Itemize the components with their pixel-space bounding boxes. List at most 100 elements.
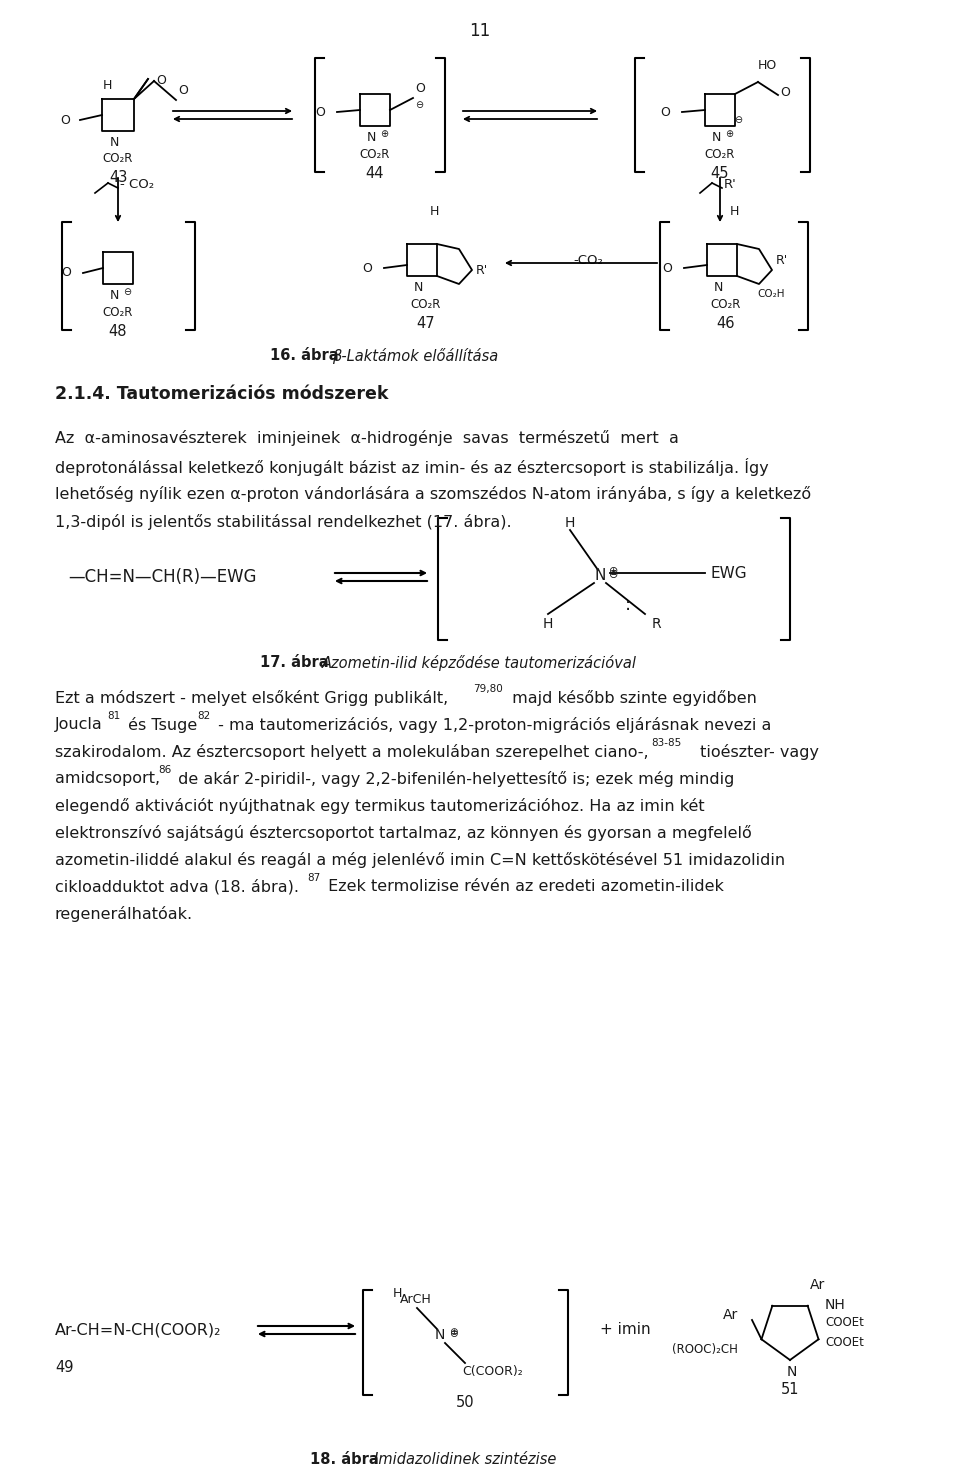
Text: 11: 11 xyxy=(469,22,491,40)
Text: regenerálhatóak.: regenerálhatóak. xyxy=(55,907,193,922)
Text: majd később szinte egyidőben: majd később szinte egyidőben xyxy=(507,690,756,706)
Text: 51: 51 xyxy=(780,1382,800,1396)
Text: HO: HO xyxy=(758,59,778,73)
Text: ⊕: ⊕ xyxy=(380,129,388,139)
Text: 43: 43 xyxy=(108,171,127,186)
Text: - CO₂: - CO₂ xyxy=(120,178,155,191)
Text: (ROOC)₂CH: (ROOC)₂CH xyxy=(672,1343,738,1356)
Text: COOEt: COOEt xyxy=(825,1336,864,1349)
Text: Azometin-ilid képződése tautomerizációval: Azometin-ilid képződése tautomerizációva… xyxy=(322,654,637,671)
Text: R: R xyxy=(652,617,661,631)
Text: O: O xyxy=(60,113,70,126)
Text: Ar: Ar xyxy=(810,1278,826,1293)
Text: O: O xyxy=(362,261,372,275)
Text: cikloadduktot adva (18. ábra).: cikloadduktot adva (18. ábra). xyxy=(55,879,299,895)
Text: H: H xyxy=(564,516,575,530)
Text: Imidazolidinek szintézise: Imidazolidinek szintézise xyxy=(374,1451,557,1468)
Text: CO₂R: CO₂R xyxy=(103,306,133,319)
Text: O: O xyxy=(415,82,425,95)
Text: O: O xyxy=(178,83,188,96)
Text: ⊖: ⊖ xyxy=(415,99,423,110)
Text: N: N xyxy=(109,289,119,303)
Text: 48: 48 xyxy=(108,324,128,338)
Text: β-Laktámok előállítása: β-Laktámok előállítása xyxy=(332,349,498,364)
Text: 86: 86 xyxy=(158,764,171,775)
Text: -CO₂: -CO₂ xyxy=(573,254,603,267)
Text: H: H xyxy=(542,617,553,631)
Text: ⊖: ⊖ xyxy=(734,114,742,125)
Text: 44: 44 xyxy=(366,166,384,181)
Text: CO₂R: CO₂R xyxy=(705,148,735,160)
Text: NH: NH xyxy=(825,1298,846,1312)
Text: CO₂R: CO₂R xyxy=(360,148,390,160)
Text: 82: 82 xyxy=(197,711,210,721)
Text: N: N xyxy=(435,1328,445,1342)
Text: 18. ábra: 18. ábra xyxy=(310,1451,379,1468)
Text: O: O xyxy=(61,267,71,279)
Text: ArCH: ArCH xyxy=(400,1293,432,1306)
Text: R': R' xyxy=(476,264,489,276)
Text: ⊖: ⊖ xyxy=(123,286,132,297)
Text: H: H xyxy=(103,79,111,92)
Text: + imin: + imin xyxy=(600,1322,651,1337)
Text: CO₂R: CO₂R xyxy=(103,151,133,165)
Text: amidcsoport,: amidcsoport, xyxy=(55,772,160,787)
Text: C(COOR)₂: C(COOR)₂ xyxy=(462,1365,523,1379)
Text: ⊖: ⊖ xyxy=(609,570,618,580)
Text: 47: 47 xyxy=(417,316,435,331)
Text: Ar-CH=N-CH(COOR)₂: Ar-CH=N-CH(COOR)₂ xyxy=(55,1322,222,1337)
Text: 81: 81 xyxy=(107,711,120,721)
Text: N: N xyxy=(414,280,422,294)
Text: —CH=N—CH(R)—EWG: —CH=N—CH(R)—EWG xyxy=(68,568,256,586)
Text: azometin-iliddé alakul és reagál a még jelenlévő imin C=N kettőskötésével 51 imi: azometin-iliddé alakul és reagál a még j… xyxy=(55,852,785,868)
Text: ⊕: ⊕ xyxy=(609,565,618,576)
Text: O: O xyxy=(660,105,670,119)
Text: 49: 49 xyxy=(56,1359,74,1376)
Text: 79,80: 79,80 xyxy=(473,684,503,695)
Text: 83-85: 83-85 xyxy=(651,738,682,748)
Text: CO₂R: CO₂R xyxy=(411,298,442,312)
Text: tioészter- vagy: tioészter- vagy xyxy=(695,743,819,760)
Text: ⊕: ⊕ xyxy=(725,129,733,139)
Text: N: N xyxy=(367,131,375,144)
Text: O: O xyxy=(780,86,790,98)
Text: Ezek termolizise révén az eredeti azometin-ilidek: Ezek termolizise révén az eredeti azomet… xyxy=(323,879,724,893)
Text: N: N xyxy=(713,280,723,294)
Text: O: O xyxy=(156,74,166,88)
Text: CO₂R: CO₂R xyxy=(710,298,741,312)
Text: N: N xyxy=(109,137,119,148)
Text: 17. ábra: 17. ábra xyxy=(260,654,328,669)
Text: Joucla: Joucla xyxy=(55,717,103,732)
Text: EWG: EWG xyxy=(710,565,747,580)
Text: 1,3-dipól is jelentős stabilitással rendelkezhet (17. ábra).: 1,3-dipól is jelentős stabilitással rend… xyxy=(55,513,512,530)
Text: 87: 87 xyxy=(307,873,321,883)
Text: elegendő aktivációt nyújthatnak egy termikus tautomerizációhoz. Ha az imin két: elegendő aktivációt nyújthatnak egy term… xyxy=(55,798,705,815)
Text: :: : xyxy=(625,597,631,614)
Text: - ma tautomerizációs, vagy 1,2-proton-migrációs eljárásnak nevezi a: - ma tautomerizációs, vagy 1,2-proton-mi… xyxy=(213,717,772,733)
Text: N: N xyxy=(787,1365,797,1379)
Text: R': R' xyxy=(776,254,788,267)
Text: Ar: Ar xyxy=(723,1307,738,1322)
Text: O: O xyxy=(662,261,672,275)
Text: 50: 50 xyxy=(456,1395,474,1410)
Text: H: H xyxy=(393,1287,401,1300)
Text: O: O xyxy=(315,105,325,119)
Text: Az  α-aminosavészterek  iminjeinek  α-hidrogénje  savas  természetű  mert  a: Az α-aminosavészterek iminjeinek α-hidro… xyxy=(55,430,679,447)
Text: lehetőség nyílik ezen α-proton vándorlására a szomszédos N-atom irányába, s így : lehetőség nyílik ezen α-proton vándorlás… xyxy=(55,485,811,502)
Text: N: N xyxy=(711,131,721,144)
Text: N: N xyxy=(594,567,606,583)
Text: 45: 45 xyxy=(710,166,730,181)
Text: Ezt a módszert - melyet elsőként Grigg publikált,: Ezt a módszert - melyet elsőként Grigg p… xyxy=(55,690,448,706)
Text: CO₂H: CO₂H xyxy=(757,289,784,298)
Text: ⊖: ⊖ xyxy=(449,1330,458,1339)
Text: H: H xyxy=(429,205,439,218)
Text: deprotonálással keletkező konjugált bázist az imin- és az észtercsoport is stabi: deprotonálással keletkező konjugált bázi… xyxy=(55,459,769,476)
Text: és Tsuge: és Tsuge xyxy=(123,717,197,733)
Text: elektronszívó sajátságú észtercsoportot tartalmaz, az könnyen és gyorsan a megfe: elektronszívó sajátságú észtercsoportot … xyxy=(55,825,752,841)
Text: R': R' xyxy=(724,178,736,191)
Text: H: H xyxy=(730,205,738,218)
Text: ⊕: ⊕ xyxy=(449,1327,458,1337)
Text: 2.1.4. Tautomerizációs módszerek: 2.1.4. Tautomerizációs módszerek xyxy=(55,384,389,404)
Text: COOEt: COOEt xyxy=(825,1315,864,1328)
Text: 16. ábra: 16. ábra xyxy=(270,349,339,364)
